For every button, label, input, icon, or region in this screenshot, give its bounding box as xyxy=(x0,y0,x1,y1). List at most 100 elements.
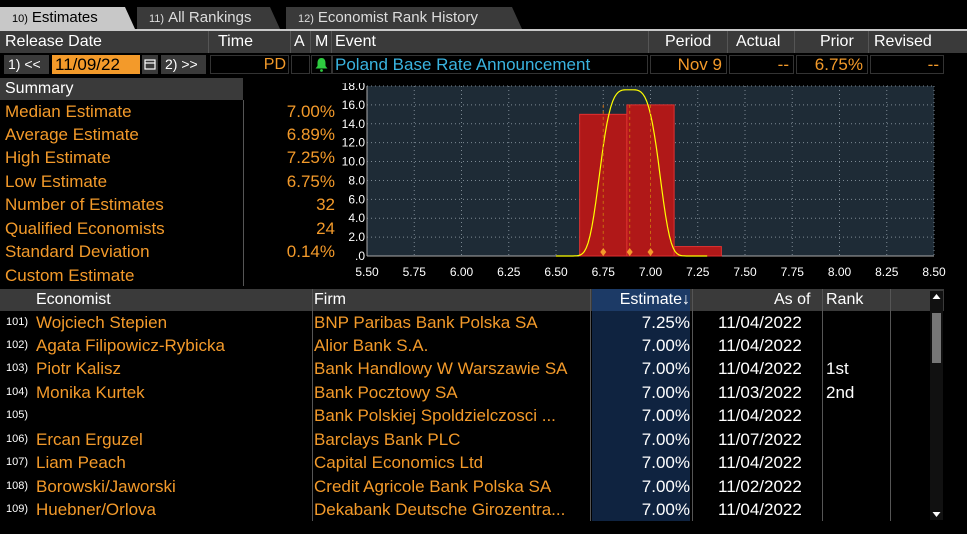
y-tick-label: 16.0 xyxy=(342,98,366,112)
economist-name[interactable]: Monika Kurtek xyxy=(36,383,145,402)
a-header[interactable]: A xyxy=(294,33,305,50)
summary-qualified: Qualified Economists 24 xyxy=(5,218,335,240)
table-row[interactable]: 105) Bank Polskiej Spoldzielczosci ... 7.0… xyxy=(0,404,930,427)
summary-label: Average Estimate xyxy=(5,125,139,144)
firm-name[interactable]: Credit Agricole Bank Polska SA xyxy=(314,477,552,496)
scrollbar-thumb[interactable] xyxy=(932,313,941,363)
economist-name[interactable]: Borowski/Jaworski xyxy=(36,477,176,496)
summary-high: High Estimate 7.25% xyxy=(5,147,335,169)
table-row[interactable]: 102) Agata Filipowicz-Rybicka Alior Bank S… xyxy=(0,334,930,357)
as-of-column-header[interactable]: As of xyxy=(774,291,811,308)
firm-name[interactable]: BNP Paribas Bank Polska SA xyxy=(314,313,538,332)
actual-header[interactable]: Actual xyxy=(736,33,781,50)
row-index: 103) xyxy=(6,362,29,374)
table-header: Economist Firm Estimate↓ As of Rank xyxy=(0,289,944,311)
table-row[interactable]: 103) Piotr Kalisz Bank Handlowy W Warszawi… xyxy=(0,357,930,380)
tab-estimates[interactable]: 10) Estimates xyxy=(0,7,135,29)
row-index: 104) xyxy=(6,386,29,398)
time-header[interactable]: Time xyxy=(218,33,253,50)
table-row[interactable]: 101) Wojciech Stepien BNP Paribas Bank Pol… xyxy=(0,311,930,334)
rank-column-header[interactable]: Rank xyxy=(826,291,864,308)
as-of-date: 11/04/2022 xyxy=(718,406,802,425)
alert-cell[interactable] xyxy=(311,55,332,74)
calendar-icon[interactable] xyxy=(142,55,158,74)
summary-median: Median Estimate 7.00% xyxy=(5,101,335,123)
x-tick-label: 6.50 xyxy=(544,265,568,279)
release-date-input[interactable]: 11/09/22 xyxy=(52,55,140,74)
time-value: PD xyxy=(263,56,286,73)
as-of-date: 11/02/2022 xyxy=(718,477,802,496)
firm-name[interactable]: Capital Economics Ltd xyxy=(314,453,484,472)
summary-value: 24 xyxy=(316,219,335,238)
scroll-up-icon[interactable] xyxy=(930,291,943,303)
summary-label: High Estimate xyxy=(5,148,111,167)
prior-header[interactable]: Prior xyxy=(820,33,854,50)
x-tick-label: 6.25 xyxy=(497,265,521,279)
firm-name[interactable]: Bank Pocztowy SA xyxy=(314,383,458,402)
estimate-value: 7.00% xyxy=(641,453,690,472)
firm-name[interactable]: Bank Handlowy W Warszawie SA xyxy=(314,359,568,378)
row-index: 102) xyxy=(6,339,29,351)
economist-column-header[interactable]: Economist xyxy=(36,291,111,308)
y-tick-label: .0 xyxy=(355,249,365,263)
economist-name[interactable]: Ercan Erguzel xyxy=(36,430,143,449)
table-row[interactable]: 109) Huebner/Orlova Dekabank Deutsche Giro… xyxy=(0,498,930,521)
time-cell: PD xyxy=(210,55,289,74)
economist-name[interactable]: Liam Peach xyxy=(36,453,126,472)
y-tick-label: 10.0 xyxy=(342,155,366,169)
x-tick-label: 6.75 xyxy=(592,265,616,279)
economist-name[interactable]: Agata Filipowicz-Rybicka xyxy=(36,336,225,355)
firm-name[interactable]: Dekabank Deutsche Girozentra... xyxy=(314,500,566,519)
table-row[interactable]: 107) Liam Peach Capital Economics Ltd 7.00%… xyxy=(0,451,930,474)
rank-value: 1st xyxy=(826,359,849,378)
table-row[interactable]: 108) Borowski/Jaworski Credit Agricole Ban… xyxy=(0,475,930,498)
economist-name[interactable]: Piotr Kalisz xyxy=(36,359,122,378)
estimate-distribution-chart: 5.50 5.75 6.00 6.25 6.50 6.75 7.00 7.25 7.50 7.75… xyxy=(342,83,946,279)
vertical-scrollbar[interactable] xyxy=(930,291,943,520)
event-name[interactable]: Poland Base Rate Announcement xyxy=(335,55,591,74)
table-row[interactable]: 106) Ercan Erguzel Barclays Bank PLC 7.00% 1… xyxy=(0,428,930,451)
event-row[interactable]: 1) << 11/09/22 2) >> PD Poland Base Rate… xyxy=(0,53,967,75)
y-tick-label: 14.0 xyxy=(342,117,366,131)
summary-custom[interactable]: Custom Estimate xyxy=(5,265,335,287)
m-header[interactable]: M xyxy=(315,33,329,50)
event-header-row: Release Date Time A M Event Period Actua… xyxy=(0,31,967,53)
divider xyxy=(692,289,693,521)
firm-name[interactable]: Bank Polskiej Spoldzielczosci ... xyxy=(314,406,556,425)
tab-number: 10) xyxy=(12,13,28,25)
summary-label: Median Estimate xyxy=(5,102,132,121)
next-date-button[interactable]: 2) >> xyxy=(161,55,206,74)
scroll-down-icon[interactable] xyxy=(930,508,943,520)
release-date-header[interactable]: Release Date xyxy=(5,33,102,50)
event-cell[interactable]: Poland Base Rate Announcement xyxy=(332,55,648,74)
period-header[interactable]: Period xyxy=(665,33,712,50)
economist-name[interactable]: Wojciech Stepien xyxy=(36,313,168,332)
firm-name[interactable]: Barclays Bank PLC xyxy=(314,430,461,449)
tab-economist-rank-history[interactable]: 12) Economist Rank History xyxy=(286,7,522,29)
row-index: 109) xyxy=(6,503,29,515)
y-tick-label: 4.0 xyxy=(348,211,365,225)
estimate-value: 7.00% xyxy=(641,406,690,425)
as-of-date: 11/04/2022 xyxy=(718,336,802,355)
prior-value: 6.75% xyxy=(814,55,863,74)
table-row[interactable]: 104) Monika Kurtek Bank Pocztowy SA 7.00% 11… xyxy=(0,381,930,404)
tab-label: Estimates xyxy=(31,9,98,26)
firm-column-header[interactable]: Firm xyxy=(314,291,346,308)
firm-name[interactable]: Alior Bank S.A. xyxy=(314,336,429,355)
previous-date-button[interactable]: 1) << xyxy=(4,55,49,74)
estimate-column-header[interactable]: Estimate↓ xyxy=(592,289,690,311)
summary-value: 6.89% xyxy=(286,125,335,144)
divider xyxy=(312,289,313,521)
revised-header[interactable]: Revised xyxy=(874,33,932,50)
tab-label: All Rankings xyxy=(168,9,252,26)
marker-diamond xyxy=(600,248,607,256)
economist-name[interactable]: Huebner/Orlova xyxy=(36,500,157,519)
x-tick-label: 7.50 xyxy=(733,265,757,279)
summary-value: 7.00% xyxy=(286,102,335,121)
revised-value: -- xyxy=(927,55,939,74)
x-tick-label: 8.00 xyxy=(828,265,852,279)
summary-value: 32 xyxy=(316,195,335,214)
event-header[interactable]: Event xyxy=(335,33,376,50)
tab-all-rankings[interactable]: 11) All Rankings xyxy=(137,7,280,29)
histogram-bar xyxy=(673,246,722,257)
